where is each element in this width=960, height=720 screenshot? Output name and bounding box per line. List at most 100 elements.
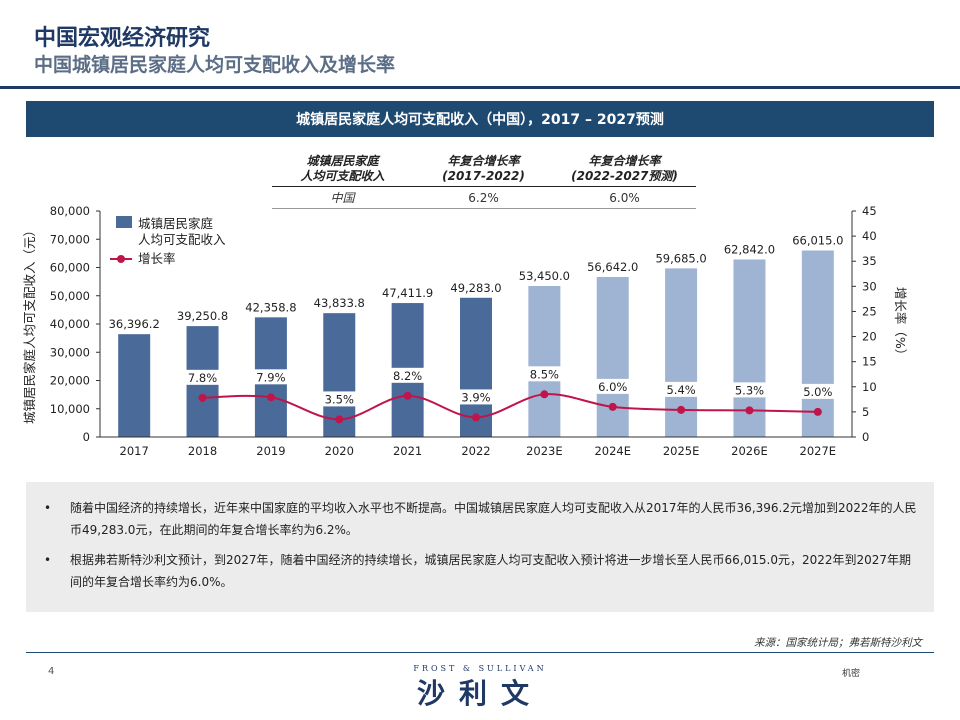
y-tick-label-right: 40 (862, 229, 877, 243)
growth-rate-marker (540, 390, 549, 399)
note-text: 根据弗若斯特沙利文预计，到2027年，随着中国经济的持续增长，城镇居民家庭人均可… (70, 553, 912, 589)
bar-value-label: 66,015.0 (792, 234, 843, 248)
notes-box: • 随着中国经济的持续增长，近年来中国家庭的平均收入水平也不断提高。中国城镇居民… (26, 482, 934, 612)
growth-label-bg (184, 369, 221, 385)
bar-value-label: 36,396.2 (109, 317, 160, 331)
bar-value-label: 49,283.0 (450, 281, 501, 295)
y-axis-label-right: 增长率（%） (893, 287, 908, 361)
growth-label-bg (458, 389, 494, 405)
y-tick-label-right: 0 (862, 430, 869, 444)
x-tick-label: 2020 (325, 444, 354, 458)
bar (323, 313, 356, 437)
y-tick-label-right: 15 (862, 355, 877, 369)
growth-rate-marker (335, 415, 344, 424)
x-tick-label: 2019 (256, 444, 285, 458)
growth-rate-marker (608, 402, 617, 411)
bar (186, 326, 219, 437)
y-tick-label-left: 0 (83, 430, 90, 444)
growth-rate-marker (813, 407, 822, 416)
bar (733, 259, 766, 437)
growth-rate-label: 3.5% (325, 392, 354, 406)
x-tick-label: 2025E (663, 444, 700, 458)
note-item: • 随着中国经济的持续增长，近年来中国家庭的平均收入水平也不断提高。中国城镇居民… (44, 497, 919, 541)
growth-rate-label: 5.4% (666, 383, 695, 397)
growth-label-bg (663, 381, 700, 397)
growth-rate-label: 5.3% (735, 383, 764, 397)
bar-value-label: 59,685.0 (655, 251, 706, 265)
confidential-label: 机密 (842, 669, 861, 679)
bar (801, 250, 834, 437)
footer-divider (26, 652, 934, 653)
bar (665, 268, 698, 437)
note-bullet: • (44, 553, 52, 567)
y-axis-label-left: 城镇居民家庭人均可支配收入（元） (22, 224, 37, 424)
chart-banner-title: 城镇居民家庭人均可支配收入（中国），2017 – 2027预测 (296, 112, 664, 128)
growth-rate-label: 3.9% (461, 390, 490, 404)
x-tick-label: 2021 (393, 444, 422, 458)
bar (391, 303, 424, 437)
header-divider (0, 86, 960, 89)
cagr-col3-header: 年复合增长率 (2022-2027预测) (571, 154, 678, 183)
growth-rate-label: 8.5% (530, 367, 559, 381)
growth-label-bg (252, 369, 289, 385)
cagr-col1-header: 城镇居民家庭 人均可支配收入 (300, 154, 385, 183)
bar (460, 297, 492, 437)
growth-label-bg (594, 378, 631, 394)
growth-label-bg (389, 367, 426, 383)
note-item: • 根据弗若斯特沙利文预计，到2027年，随着中国经济的持续增长，城镇居民家庭人… (44, 549, 919, 593)
growth-rate-label: 7.8% (188, 371, 217, 385)
growth-rate-label: 6.0% (598, 380, 627, 394)
growth-rate-marker (266, 393, 275, 402)
growth-label-bg (526, 366, 563, 382)
bar-value-label: 42,358.8 (245, 300, 296, 314)
growth-rate-line (202, 393, 818, 421)
page-number: 4 (48, 666, 55, 677)
logo-chinese: 沙利文 (416, 677, 543, 710)
cagr-fcst-value: 6.0% (609, 191, 640, 205)
legend-swatch-bar (116, 216, 132, 228)
y-tick-label-right: 25 (862, 304, 877, 318)
y-tick-label-right: 10 (862, 380, 877, 394)
x-tick-label: 2017 (120, 444, 149, 458)
bar-value-label: 53,450.0 (519, 269, 570, 283)
growth-rate-label: 5.0% (803, 385, 832, 399)
growth-label-bg (321, 391, 358, 407)
x-tick-label: 2023E (526, 444, 563, 458)
y-tick-label-left: 30,000 (50, 345, 90, 359)
x-tick-label: 2022 (461, 444, 490, 458)
x-tick-label: 2027E (800, 444, 837, 458)
growth-rate-label: 8.2% (393, 369, 422, 383)
logo-wordmark: FROST & SULLIVAN (413, 664, 547, 673)
y-tick-label-right: 5 (862, 405, 869, 419)
bar-value-label: 62,842.0 (724, 242, 775, 256)
growth-rate-label: 7.9% (256, 370, 285, 384)
note-bullet: • (44, 501, 52, 515)
page-subtitle: 中国城镇居民家庭人均可支配收入及增长率 (34, 54, 396, 76)
legend-label-bar: 人均可支配收入 (138, 232, 226, 247)
page-title: 中国宏观经济研究 (34, 26, 211, 51)
bar-value-label: 47,411.9 (382, 286, 433, 300)
cagr-value-row: 中国 6.2% 6.0% (272, 187, 696, 209)
bar (528, 286, 561, 437)
y-tick-label-left: 70,000 (50, 232, 90, 246)
bar-value-label: 39,250.8 (177, 309, 228, 323)
bar-value-label: 56,642.0 (587, 260, 638, 274)
x-tick-label: 2024E (594, 444, 631, 458)
bar (118, 334, 151, 437)
x-tick-label: 2018 (188, 444, 217, 458)
y-tick-label-right: 20 (862, 330, 877, 344)
cagr-table: 城镇居民家庭 人均可支配收入 年复合增长率 (2017-2022) 年复合增长率… (272, 154, 696, 209)
y-tick-label-left: 80,000 (50, 204, 90, 218)
bar-value-label: 43,833.8 (314, 296, 365, 310)
growth-rate-marker (677, 405, 686, 414)
growth-rate-marker (403, 391, 412, 400)
x-tick-label: 2026E (731, 444, 768, 458)
growth-rate-marker (745, 406, 754, 415)
y-tick-label-right: 30 (862, 279, 877, 293)
y-tick-label-left: 40,000 (50, 317, 90, 331)
cagr-hist-value: 6.2% (468, 191, 499, 205)
legend-swatch-marker (117, 255, 125, 263)
y-tick-label-left: 50,000 (50, 289, 90, 303)
cagr-row-label: 中国 (330, 191, 355, 205)
cagr-header-row: 城镇居民家庭 人均可支配收入 年复合增长率 (2017-2022) 年复合增长率… (272, 154, 696, 187)
